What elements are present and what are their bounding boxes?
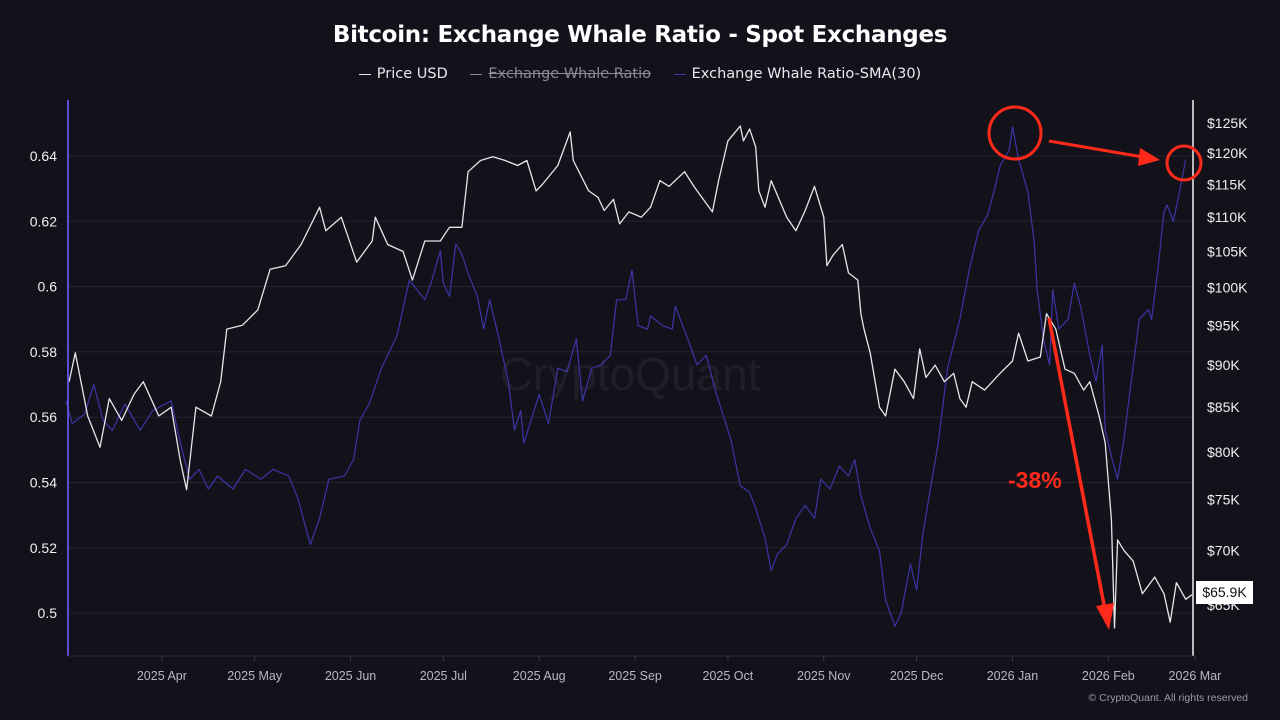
legend-item-sma[interactable]: Exchange Whale Ratio-SMA(30) [673,66,922,83]
left-axis-ticks: 0.64 0.62 0.6 0.58 0.56 0.54 0.52 0.5 [30,148,57,621]
x-axis-ticks: 2025 Apr 2025 May 2025 Jun 2025 Jul 2025 Aug… [137,656,1221,683]
current-circle-annotation [1165,144,1203,182]
annotations: -38% [987,105,1203,630]
drop-arrowhead-icon [1096,603,1114,630]
x-tick-label: 2025 Nov [797,669,851,683]
right-tick-label: $115K [1207,176,1247,192]
left-tick-label: 0.58 [30,344,57,360]
x-tick-label: 2025 Jul [420,669,467,683]
x-tick-label: 2025 Aug [513,669,566,683]
legend-swatch-sma [673,73,686,75]
x-tick-label: 2025 Apr [137,669,187,683]
left-tick-label: 0.6 [38,279,58,295]
right-tick-label: $120K [1207,145,1248,161]
right-tick-label: $90K [1207,357,1240,373]
price-line [68,125,1193,629]
right-tick-label: $80K [1207,444,1240,460]
x-tick-label: 2026 Feb [1082,669,1135,683]
right-axis-ticks: $125K $120K $115K $110K $105K $100K $95K $90K $8… [1207,115,1248,613]
x-tick-label: 2025 Oct [703,669,754,683]
legend-item-whale-ratio[interactable]: Exchange Whale Ratio [470,66,651,82]
drop-arrow-annotation [1047,317,1107,611]
x-tick-label: 2025 Sep [608,669,662,683]
right-tick-label: $125K [1207,115,1248,131]
right-tick-label: $95K [1207,317,1240,333]
arrow-line-annotation [1048,139,1144,159]
legend-label-price: Price USD [376,66,448,83]
right-tick-label: $70K [1207,542,1240,558]
legend-label-whale-ratio: Exchange Whale Ratio [488,66,652,83]
left-tick-label: 0.54 [30,475,57,491]
left-tick-label: 0.5 [38,605,58,621]
legend-label-sma: Exchange Whale Ratio-SMA(30) [691,66,922,83]
sma-series [65,126,1187,627]
x-tick-label: 2025 May [227,669,283,683]
x-tick-label: 2026 Mar [1169,669,1222,683]
price-series [68,125,1193,629]
sma-line [65,126,1187,627]
x-tick-label: 2025 Jun [325,669,376,683]
right-tick-label: $100K [1207,279,1248,295]
copyright-footer: © CryptoQuant. All rights reserved [1088,692,1248,704]
left-tick-label: 0.64 [30,148,57,164]
legend: Price USD Exchange Whale Ratio Exchange … [0,63,1280,82]
arrowhead-icon [1138,148,1160,166]
x-tick-label: 2025 Dec [890,669,944,683]
right-tick-label: $85K [1207,399,1240,415]
peak-circle-annotation [987,105,1043,161]
left-tick-label: 0.52 [30,540,57,556]
legend-item-price[interactable]: Price USD [358,66,448,83]
current-price-tag: $65.9K [1196,581,1253,604]
left-tick-label: 0.56 [30,409,57,425]
legend-swatch-price [358,73,371,75]
right-tick-label: $110K [1207,209,1247,225]
chart-title: Bitcoin: Exchange Whale Ratio - Spot Exc… [332,22,948,48]
left-tick-label: 0.62 [30,213,57,229]
right-tick-label: $105K [1207,243,1248,259]
watermark: CryptoQuant [500,348,761,400]
legend-swatch-whale-ratio [470,73,483,75]
drop-percent-label: -38% [1008,467,1062,493]
right-tick-label: $75K [1207,491,1240,507]
x-tick-label: 2026 Jan [987,669,1038,683]
